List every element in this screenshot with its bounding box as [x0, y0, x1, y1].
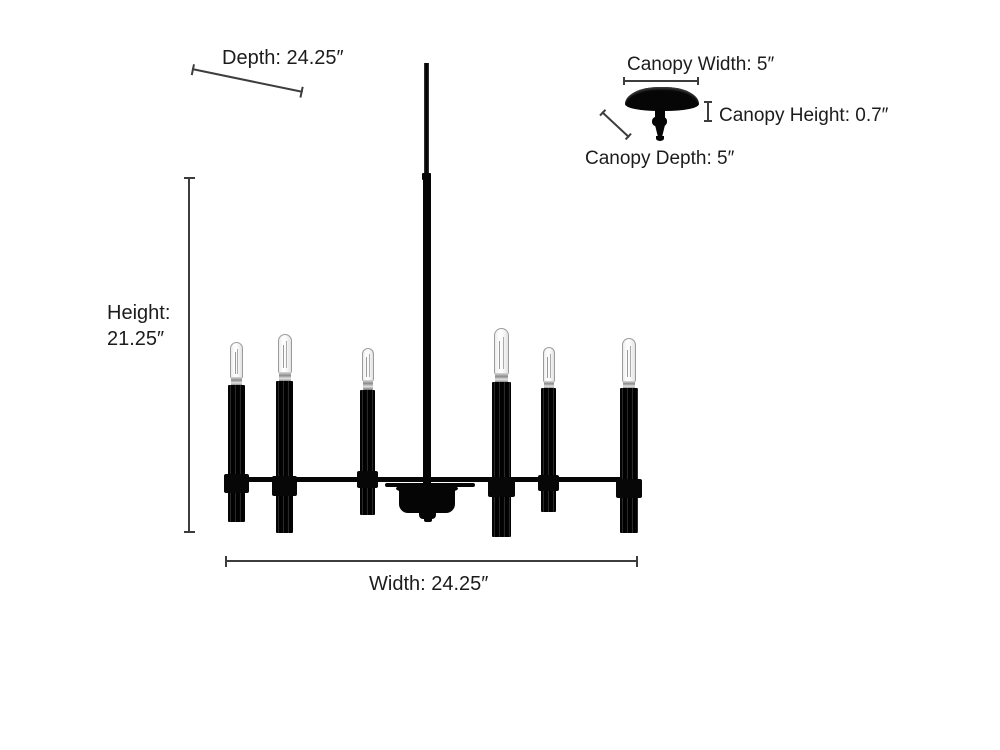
bulb [494, 328, 509, 375]
canopy-stem-neck [655, 109, 665, 118]
height-dimension-label: Height: 21.25″ [107, 300, 170, 353]
center-hub-body [399, 488, 455, 513]
arm-bar-front [385, 483, 475, 487]
candle-tube [360, 390, 375, 515]
bulb [230, 342, 243, 379]
arm-bar [235, 477, 631, 482]
bulb [622, 338, 636, 383]
candle-tube [492, 382, 511, 537]
height-dimension-line [183, 177, 195, 533]
canopy-depth-label: Canopy Depth: 5″ [585, 148, 735, 169]
tube-collar [488, 477, 515, 497]
bulb-socket [623, 381, 635, 389]
downrod-coupler [422, 173, 431, 180]
height-label-line1: Height: [107, 302, 171, 324]
candle-tube [228, 385, 245, 522]
bulb-socket [495, 373, 508, 383]
tube-collar [538, 475, 559, 491]
canopy-width-line [623, 77, 699, 85]
center-hub-rim [396, 483, 458, 494]
bulb-socket [363, 380, 373, 390]
bulb [278, 334, 292, 374]
canopy-height-line [704, 101, 712, 122]
canopy-depth-line [601, 111, 630, 138]
depth-dimension-line [191, 68, 303, 93]
tube-collar [272, 476, 297, 496]
tube-collar [357, 471, 378, 488]
downrod-lower [423, 177, 431, 490]
tube-collar [224, 474, 249, 493]
canopy-dome [625, 87, 699, 111]
hub-finial-tip [424, 518, 432, 522]
candle-tube [620, 388, 638, 533]
bulb-socket [279, 372, 291, 382]
canopy-width-label: Canopy Width: 5″ [627, 54, 775, 75]
bulb-socket [231, 377, 242, 386]
depth-dimension-label: Depth: 24.25″ [222, 47, 344, 69]
canopy-stem-cone [655, 125, 665, 138]
width-dimension-label: Width: 24.25″ [369, 573, 489, 595]
canopy-stem-tip [656, 136, 664, 141]
bulb [362, 348, 374, 382]
tube-collar [616, 479, 642, 498]
width-dimension-line [225, 555, 638, 567]
bulb-socket [544, 381, 554, 389]
bulb [543, 347, 555, 383]
canopy-height-label: Canopy Height: 0.7″ [719, 105, 889, 126]
height-label-line2: 21.25″ [107, 328, 165, 351]
canopy-stem-knob [652, 116, 667, 127]
hub-finial [419, 511, 436, 519]
downrod-upper [424, 63, 429, 177]
candle-tube [541, 388, 556, 512]
candle-tube [276, 381, 293, 533]
